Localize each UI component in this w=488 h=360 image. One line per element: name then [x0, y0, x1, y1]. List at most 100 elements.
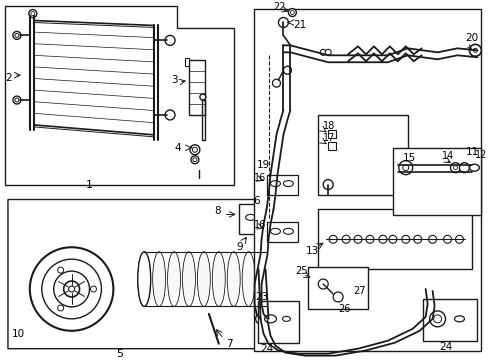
Bar [184, 58, 188, 66]
Circle shape [15, 98, 19, 102]
Circle shape [429, 311, 445, 327]
Circle shape [428, 235, 436, 243]
Circle shape [13, 96, 21, 104]
Circle shape [328, 235, 336, 243]
Polygon shape [8, 199, 283, 349]
Text: 24: 24 [438, 342, 451, 352]
Circle shape [41, 259, 101, 319]
Text: 19: 19 [256, 160, 269, 170]
Circle shape [58, 267, 63, 273]
Circle shape [31, 12, 35, 15]
Ellipse shape [270, 228, 280, 234]
Text: 20: 20 [465, 33, 478, 44]
Text: 24: 24 [260, 344, 273, 354]
Circle shape [398, 161, 412, 175]
Circle shape [90, 286, 96, 292]
Circle shape [54, 271, 89, 307]
Ellipse shape [138, 252, 150, 306]
Circle shape [449, 163, 460, 173]
Circle shape [472, 48, 476, 52]
Bar [327, 142, 335, 150]
Circle shape [272, 79, 280, 87]
Circle shape [165, 110, 175, 120]
Text: 16: 16 [253, 173, 265, 183]
Ellipse shape [260, 252, 272, 306]
Circle shape [283, 66, 291, 74]
Circle shape [443, 235, 450, 243]
Text: 21: 21 [293, 21, 306, 31]
Ellipse shape [242, 252, 255, 306]
Circle shape [58, 305, 63, 311]
Text: 5: 5 [116, 348, 122, 359]
Text: 14: 14 [441, 151, 453, 161]
Bar [253, 9, 480, 351]
Circle shape [30, 247, 113, 331]
Circle shape [413, 235, 421, 243]
Ellipse shape [182, 252, 195, 306]
Ellipse shape [468, 164, 478, 171]
Text: 25: 25 [295, 266, 307, 276]
Text: 2: 2 [5, 73, 12, 83]
Ellipse shape [264, 315, 276, 323]
Text: 9: 9 [236, 242, 243, 252]
Circle shape [320, 49, 325, 55]
Ellipse shape [283, 181, 293, 186]
Bar [392, 148, 480, 215]
Text: 18: 18 [323, 121, 335, 131]
Circle shape [433, 315, 441, 323]
Ellipse shape [271, 215, 279, 220]
Text: 17: 17 [323, 133, 335, 143]
Ellipse shape [259, 215, 267, 220]
Circle shape [15, 33, 19, 37]
Circle shape [13, 31, 21, 39]
Circle shape [459, 163, 468, 173]
Ellipse shape [197, 252, 210, 306]
Ellipse shape [167, 252, 180, 306]
Text: 8: 8 [213, 206, 220, 216]
Ellipse shape [212, 252, 225, 306]
Circle shape [255, 314, 265, 324]
Bar [188, 60, 204, 115]
Text: 23: 23 [255, 292, 268, 302]
Text: 1: 1 [86, 180, 93, 190]
Circle shape [401, 235, 409, 243]
Circle shape [290, 10, 294, 14]
Ellipse shape [283, 228, 293, 234]
Ellipse shape [138, 252, 150, 306]
Bar [422, 299, 476, 341]
Bar [318, 115, 407, 194]
Text: 7: 7 [225, 339, 232, 349]
Text: 26: 26 [337, 304, 350, 314]
Bar [266, 222, 298, 242]
Circle shape [323, 180, 332, 190]
Bar [318, 210, 471, 269]
Circle shape [325, 49, 330, 55]
Circle shape [63, 281, 80, 297]
Text: 22: 22 [273, 1, 285, 12]
Circle shape [192, 147, 197, 152]
Ellipse shape [152, 252, 165, 306]
Circle shape [193, 158, 197, 162]
Text: 16: 16 [253, 220, 265, 230]
Circle shape [365, 235, 373, 243]
Text: 12: 12 [474, 150, 487, 160]
Text: 3: 3 [171, 75, 177, 85]
Circle shape [353, 235, 361, 243]
Text: 11: 11 [465, 147, 478, 157]
Ellipse shape [453, 316, 464, 322]
Circle shape [388, 235, 396, 243]
Circle shape [264, 317, 272, 325]
Ellipse shape [270, 181, 280, 186]
Circle shape [200, 94, 205, 100]
Ellipse shape [227, 252, 240, 306]
Circle shape [452, 166, 457, 170]
Circle shape [468, 44, 480, 56]
Ellipse shape [282, 316, 290, 321]
Text: 6: 6 [253, 197, 260, 207]
Circle shape [332, 292, 343, 302]
Ellipse shape [257, 252, 269, 306]
Circle shape [288, 9, 296, 17]
Circle shape [454, 235, 463, 243]
Circle shape [378, 235, 386, 243]
Text: 4: 4 [174, 143, 180, 153]
